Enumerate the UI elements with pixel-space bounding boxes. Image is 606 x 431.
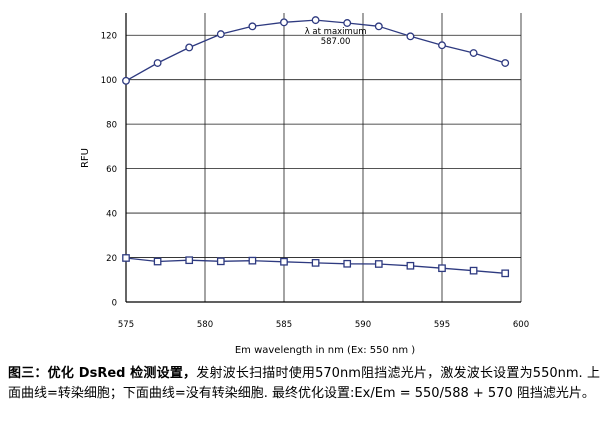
square-marker-point	[216, 257, 225, 266]
circle-marker-point	[501, 59, 510, 67]
emission-scan-chart: 0 20 40 60 80 100 120 575 580 585 590 595 600 RFU Em…	[80, 13, 529, 356]
caption-label: 图三：优化 DsRed 检测设置，	[8, 366, 197, 381]
y-tick-label-0: 0	[112, 299, 117, 309]
square-marker-point	[311, 259, 320, 267]
square-marker-point	[374, 260, 383, 268]
circle-marker-point	[343, 19, 352, 27]
circle-marker-point	[153, 59, 162, 67]
circle-marker-point	[122, 76, 130, 85]
circle-marker-point	[185, 43, 194, 52]
square-marker-point	[438, 264, 446, 273]
circle-marker-point	[469, 49, 478, 57]
square-marker-point	[406, 261, 415, 270]
circle-marker-point	[216, 30, 225, 39]
circle-marker-point	[248, 22, 257, 31]
x-tick-label-590: 590	[355, 320, 371, 330]
square-marker-point	[280, 257, 288, 266]
square-marker-point	[343, 259, 352, 268]
y-tick-label-100: 100	[101, 76, 117, 86]
x-tick-label-595: 595	[434, 320, 450, 330]
circle-marker-point	[438, 41, 446, 50]
annotation-lambda-label: λ at maximum	[305, 27, 367, 37]
x-tick-label-580: 580	[197, 320, 213, 330]
circle-marker-point	[374, 22, 383, 31]
x-tick-label-575: 575	[118, 320, 134, 330]
square-marker-point	[122, 254, 130, 262]
y-tick-label-20: 20	[106, 254, 117, 264]
y-tick-label-80: 80	[106, 121, 117, 131]
x-tick-label-600: 600	[513, 320, 529, 330]
figure-caption: 图三：优化 DsRed 检测设置，发射波长扫描时使用570nm阻挡滤光片，激发波…	[8, 364, 600, 404]
y-tick-label-60: 60	[106, 165, 117, 175]
data-series	[122, 16, 510, 278]
square-marker-point	[501, 269, 510, 278]
square-marker-point	[185, 256, 194, 265]
caption-text: 发射波长扫描时使用570nm阻挡滤光片，激发波长设置为550nm. 上面曲线=转…	[8, 366, 600, 401]
y-tick-label-40: 40	[106, 210, 117, 220]
circle-marker-point	[406, 32, 415, 41]
circle-marker-point	[280, 18, 288, 27]
circle-marker-point	[311, 16, 320, 25]
y-axis-label: RFU	[80, 148, 91, 168]
tick-labels: 0 20 40 60 80 100 120 575 580 585 590 595 600	[101, 32, 529, 330]
annotation-lambda-value: 587.00	[321, 37, 351, 47]
y-tick-label-120: 120	[101, 32, 117, 42]
square-marker-point	[248, 256, 257, 265]
x-axis-label: Em wavelength in nm (Ex: 550 nm )	[235, 345, 415, 356]
axes	[125, 13, 521, 303]
square-marker-point	[469, 266, 478, 275]
square-marker-point	[153, 257, 162, 266]
grid-lines	[126, 13, 522, 302]
x-tick-label-585: 585	[276, 320, 292, 330]
